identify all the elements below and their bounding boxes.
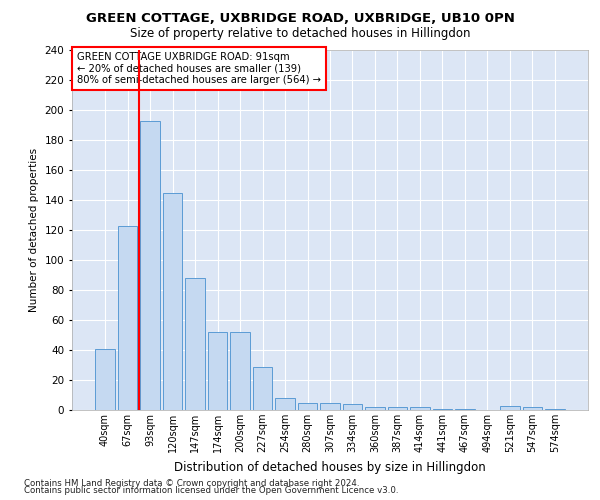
- Bar: [545, 408, 565, 410]
- Bar: [500, 406, 520, 410]
- Bar: [140, 120, 160, 410]
- Bar: [410, 407, 430, 410]
- Bar: [253, 366, 272, 410]
- Bar: [230, 332, 250, 410]
- Text: Contains public sector information licensed under the Open Government Licence v3: Contains public sector information licen…: [24, 486, 398, 495]
- Bar: [208, 332, 227, 410]
- Bar: [320, 402, 340, 410]
- Bar: [185, 278, 205, 410]
- Text: GREEN COTTAGE UXBRIDGE ROAD: 91sqm
← 20% of detached houses are smaller (139)
80: GREEN COTTAGE UXBRIDGE ROAD: 91sqm ← 20%…: [77, 52, 321, 85]
- Bar: [343, 404, 362, 410]
- Bar: [455, 408, 475, 410]
- Bar: [433, 408, 452, 410]
- Text: Size of property relative to detached houses in Hillingdon: Size of property relative to detached ho…: [130, 28, 470, 40]
- Bar: [388, 407, 407, 410]
- X-axis label: Distribution of detached houses by size in Hillingdon: Distribution of detached houses by size …: [174, 460, 486, 473]
- Bar: [275, 398, 295, 410]
- Bar: [95, 348, 115, 410]
- Bar: [118, 226, 137, 410]
- Text: Contains HM Land Registry data © Crown copyright and database right 2024.: Contains HM Land Registry data © Crown c…: [24, 478, 359, 488]
- Bar: [523, 407, 542, 410]
- Text: GREEN COTTAGE, UXBRIDGE ROAD, UXBRIDGE, UB10 0PN: GREEN COTTAGE, UXBRIDGE ROAD, UXBRIDGE, …: [86, 12, 514, 26]
- Bar: [163, 192, 182, 410]
- Y-axis label: Number of detached properties: Number of detached properties: [29, 148, 39, 312]
- Bar: [298, 402, 317, 410]
- Bar: [365, 407, 385, 410]
